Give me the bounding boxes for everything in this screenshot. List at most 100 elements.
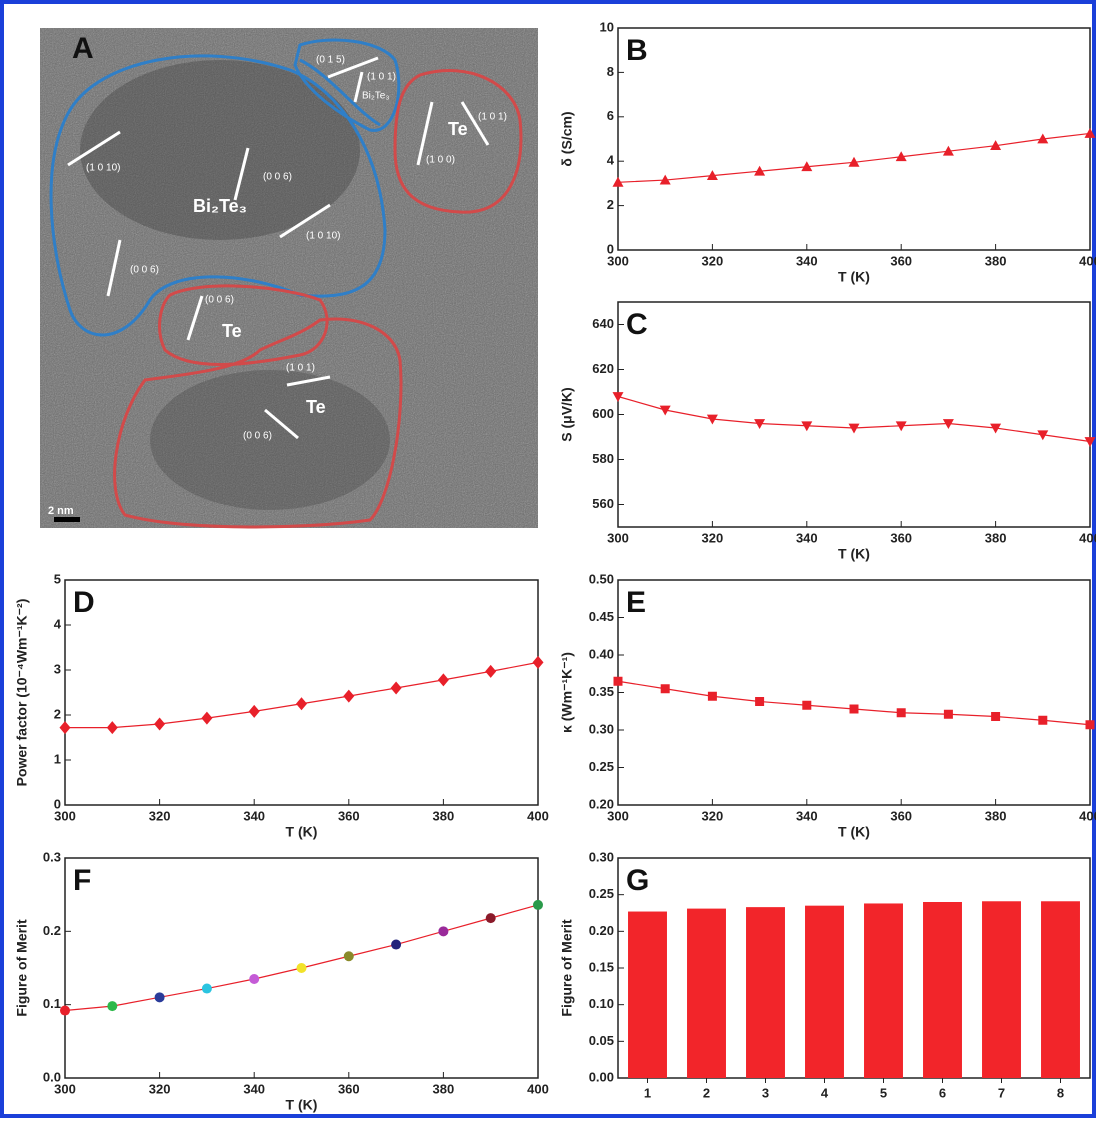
marker — [848, 423, 860, 434]
tem-image — [40, 28, 538, 529]
x-tick-label: 300 — [54, 1081, 76, 1096]
annotation: (0 0 6) — [205, 295, 234, 306]
y-axis-label: Figure of Merit — [559, 919, 575, 1017]
marker — [485, 664, 497, 678]
marker — [991, 712, 1001, 721]
panel-label: B — [626, 34, 648, 67]
marker — [755, 697, 765, 706]
y-tick-label: 0 — [54, 796, 61, 811]
x-tick-label: 360 — [338, 1081, 360, 1096]
y-axis-label: δ (S/cm) — [559, 111, 575, 166]
marker — [990, 140, 1002, 151]
marker — [613, 676, 623, 686]
x-tick-label: 300 — [54, 808, 76, 823]
marker — [201, 711, 213, 725]
marker — [107, 1001, 118, 1012]
x-tick-label: 2 — [703, 1085, 710, 1100]
marker — [59, 721, 71, 735]
x-tick-label: 320 — [149, 1081, 171, 1096]
marker — [706, 170, 718, 181]
x-tick-label: 360 — [338, 808, 360, 823]
y-axis-label: κ (Wm⁻¹K⁻¹) — [559, 652, 575, 733]
panel-label: F — [73, 864, 91, 897]
y-tick-label: 6 — [607, 108, 614, 123]
y-tick-label: 2 — [607, 197, 614, 212]
bar — [923, 902, 962, 1078]
x-tick-label: 340 — [243, 808, 265, 823]
marker — [1037, 133, 1049, 144]
y-tick-label: 0.0 — [43, 1069, 61, 1084]
y-tick-label: 0.30 — [589, 849, 614, 864]
panel-label: E — [626, 586, 646, 619]
marker — [849, 704, 859, 714]
bar — [982, 901, 1021, 1078]
y-tick-label: 600 — [592, 406, 614, 421]
x-tick-label: 340 — [796, 808, 818, 823]
x-tick-label: 400 — [1079, 253, 1096, 268]
marker — [612, 176, 624, 187]
x-tick-label: 8 — [1057, 1085, 1064, 1100]
marker — [296, 963, 307, 973]
annotation: (1 0 1) — [478, 112, 507, 123]
y-tick-label: 0.1 — [43, 996, 61, 1011]
annotation: Bi₂Te₃ — [193, 196, 247, 216]
y-tick-label: 560 — [592, 496, 614, 511]
marker — [438, 926, 449, 937]
x-tick-label: 340 — [243, 1081, 265, 1096]
y-tick-label: 0.30 — [589, 721, 614, 736]
marker — [106, 721, 118, 735]
x-tick-label: 320 — [702, 530, 724, 545]
marker — [942, 145, 954, 156]
marker — [248, 704, 260, 718]
x-axis-label: T (K) — [286, 824, 318, 840]
y-tick-label: 0 — [607, 241, 614, 256]
annotation: (1 0 10) — [86, 163, 120, 174]
x-axis-label: T (K) — [838, 546, 870, 562]
x-axis-label: T (K) — [838, 269, 870, 285]
x-tick-label: 340 — [796, 530, 818, 545]
y-tick-label: 3 — [54, 661, 61, 676]
y-tick-label: 620 — [592, 361, 614, 376]
marker — [533, 899, 543, 910]
x-tick-label: 340 — [796, 253, 818, 268]
marker — [801, 421, 813, 432]
x-tick-label: 300 — [607, 808, 629, 823]
x-tick-label: 360 — [890, 530, 912, 545]
marker — [296, 697, 307, 711]
annotation: (0 0 6) — [243, 431, 272, 442]
annotation: (1 0 1) — [367, 72, 396, 83]
marker — [532, 655, 544, 669]
scale-bar-label: 2 nm — [48, 505, 74, 517]
y-axis-label: Figure of Merit — [14, 919, 30, 1017]
x-tick-label: 380 — [433, 808, 455, 823]
y-tick-label: 0.15 — [589, 959, 614, 974]
marker — [943, 709, 953, 719]
y-axis-label: S (μV/K) — [559, 387, 575, 441]
y-tick-label: 0.20 — [589, 923, 614, 938]
marker — [659, 405, 671, 416]
x-tick-label: 6 — [939, 1085, 946, 1100]
marker — [1085, 720, 1095, 730]
x-tick-label: 7 — [998, 1085, 1005, 1100]
x-tick-label: 400 — [527, 1081, 549, 1096]
marker — [942, 419, 954, 429]
marker — [154, 992, 165, 1003]
marker — [990, 423, 1002, 434]
x-tick-label: 320 — [149, 808, 171, 823]
plot-frame — [617, 27, 1091, 251]
marker — [895, 151, 907, 162]
x-tick-label: 300 — [607, 253, 629, 268]
marker — [848, 156, 860, 167]
marker — [1084, 437, 1096, 447]
y-tick-label: 0.3 — [43, 849, 61, 864]
x-tick-label: 400 — [1079, 530, 1096, 545]
marker — [391, 939, 402, 950]
marker — [896, 708, 906, 718]
x-tick-label: 1 — [644, 1085, 651, 1100]
annotation: (1 0 1) — [286, 363, 315, 374]
y-tick-label: 5 — [54, 571, 61, 586]
x-tick-label: 380 — [985, 253, 1007, 268]
marker — [707, 691, 717, 701]
panel-label: C — [626, 308, 648, 341]
